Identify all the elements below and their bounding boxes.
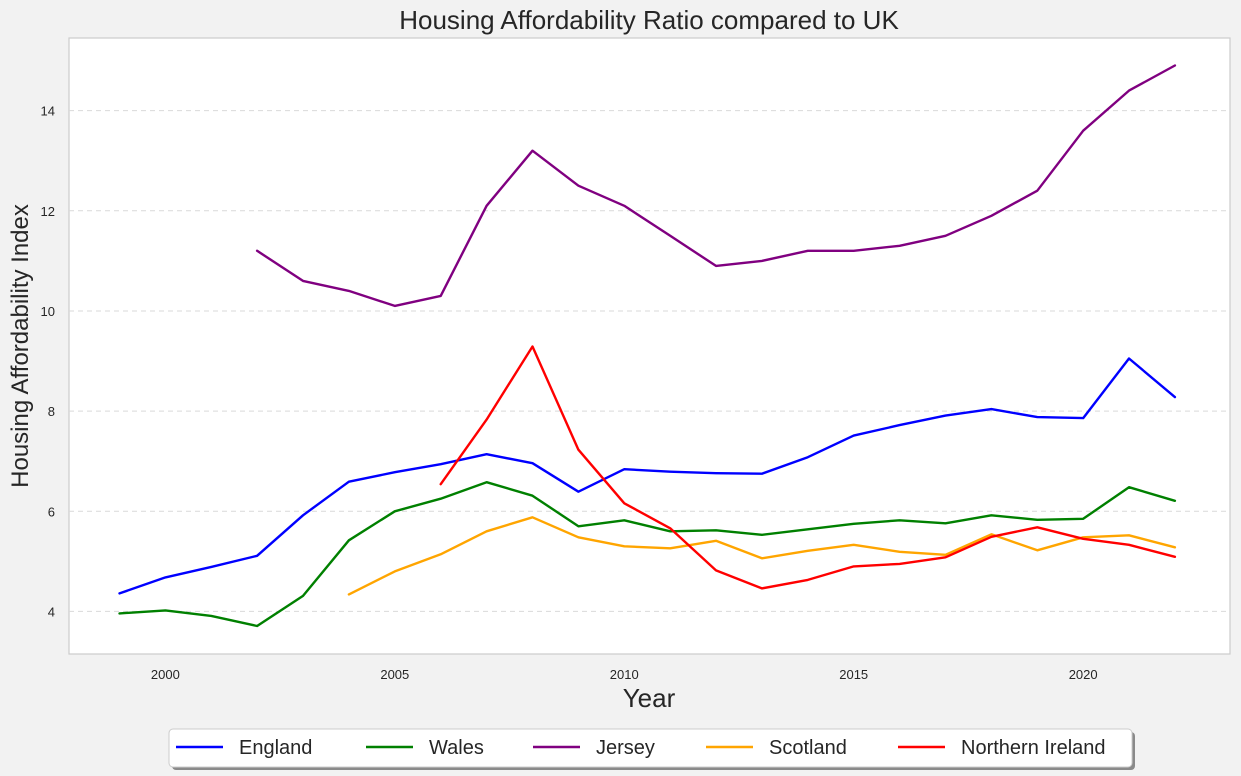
y-tick-label: 14 <box>41 104 55 119</box>
plot-area <box>68 37 1231 655</box>
series-line-wales <box>118 481 1177 628</box>
legend-label-jersey: Jersey <box>596 737 655 759</box>
legend-label-england: England <box>239 737 312 759</box>
y-gridlines <box>69 110 1230 612</box>
legend-box <box>168 728 1133 768</box>
legend-items: England Wales Jersey Scotland Northern Irela… <box>176 737 1106 759</box>
y-tick-label: 8 <box>48 404 55 419</box>
x-tick-label: 2020 <box>1069 667 1098 682</box>
x-tick-label: 2010 <box>610 667 639 682</box>
x-tick-label: 2000 <box>151 667 180 682</box>
y-tick-label: 6 <box>48 504 55 519</box>
series-line-england <box>118 357 1177 595</box>
series-line-northern-ireland <box>439 345 1177 590</box>
y-tick-label: 12 <box>41 204 55 219</box>
tick-labels: 4 6 8 10 12 14 2000 2005 2010 2015 2020 <box>41 104 1098 682</box>
legend-label-wales: Wales <box>429 737 484 759</box>
legend: England Wales Jersey Scotland Northern Irela… <box>168 728 1135 770</box>
series-lines <box>118 64 1177 628</box>
x-tick-label: 2005 <box>380 667 409 682</box>
x-tick-label: 2015 <box>839 667 868 682</box>
chart-title: Housing Affordability Ratio compared to … <box>399 5 899 35</box>
series-line-scotland <box>347 516 1177 596</box>
x-axis-title: Year <box>623 683 676 713</box>
y-axis-title: Housing Affordability Index <box>7 204 34 488</box>
legend-label-scotland: Scotland <box>769 737 847 759</box>
legend-label-northern-ireland: Northern Ireland <box>961 737 1106 759</box>
y-tick-label: 10 <box>41 304 55 319</box>
y-tick-label: 4 <box>48 604 55 619</box>
series-line-jersey <box>255 64 1177 308</box>
